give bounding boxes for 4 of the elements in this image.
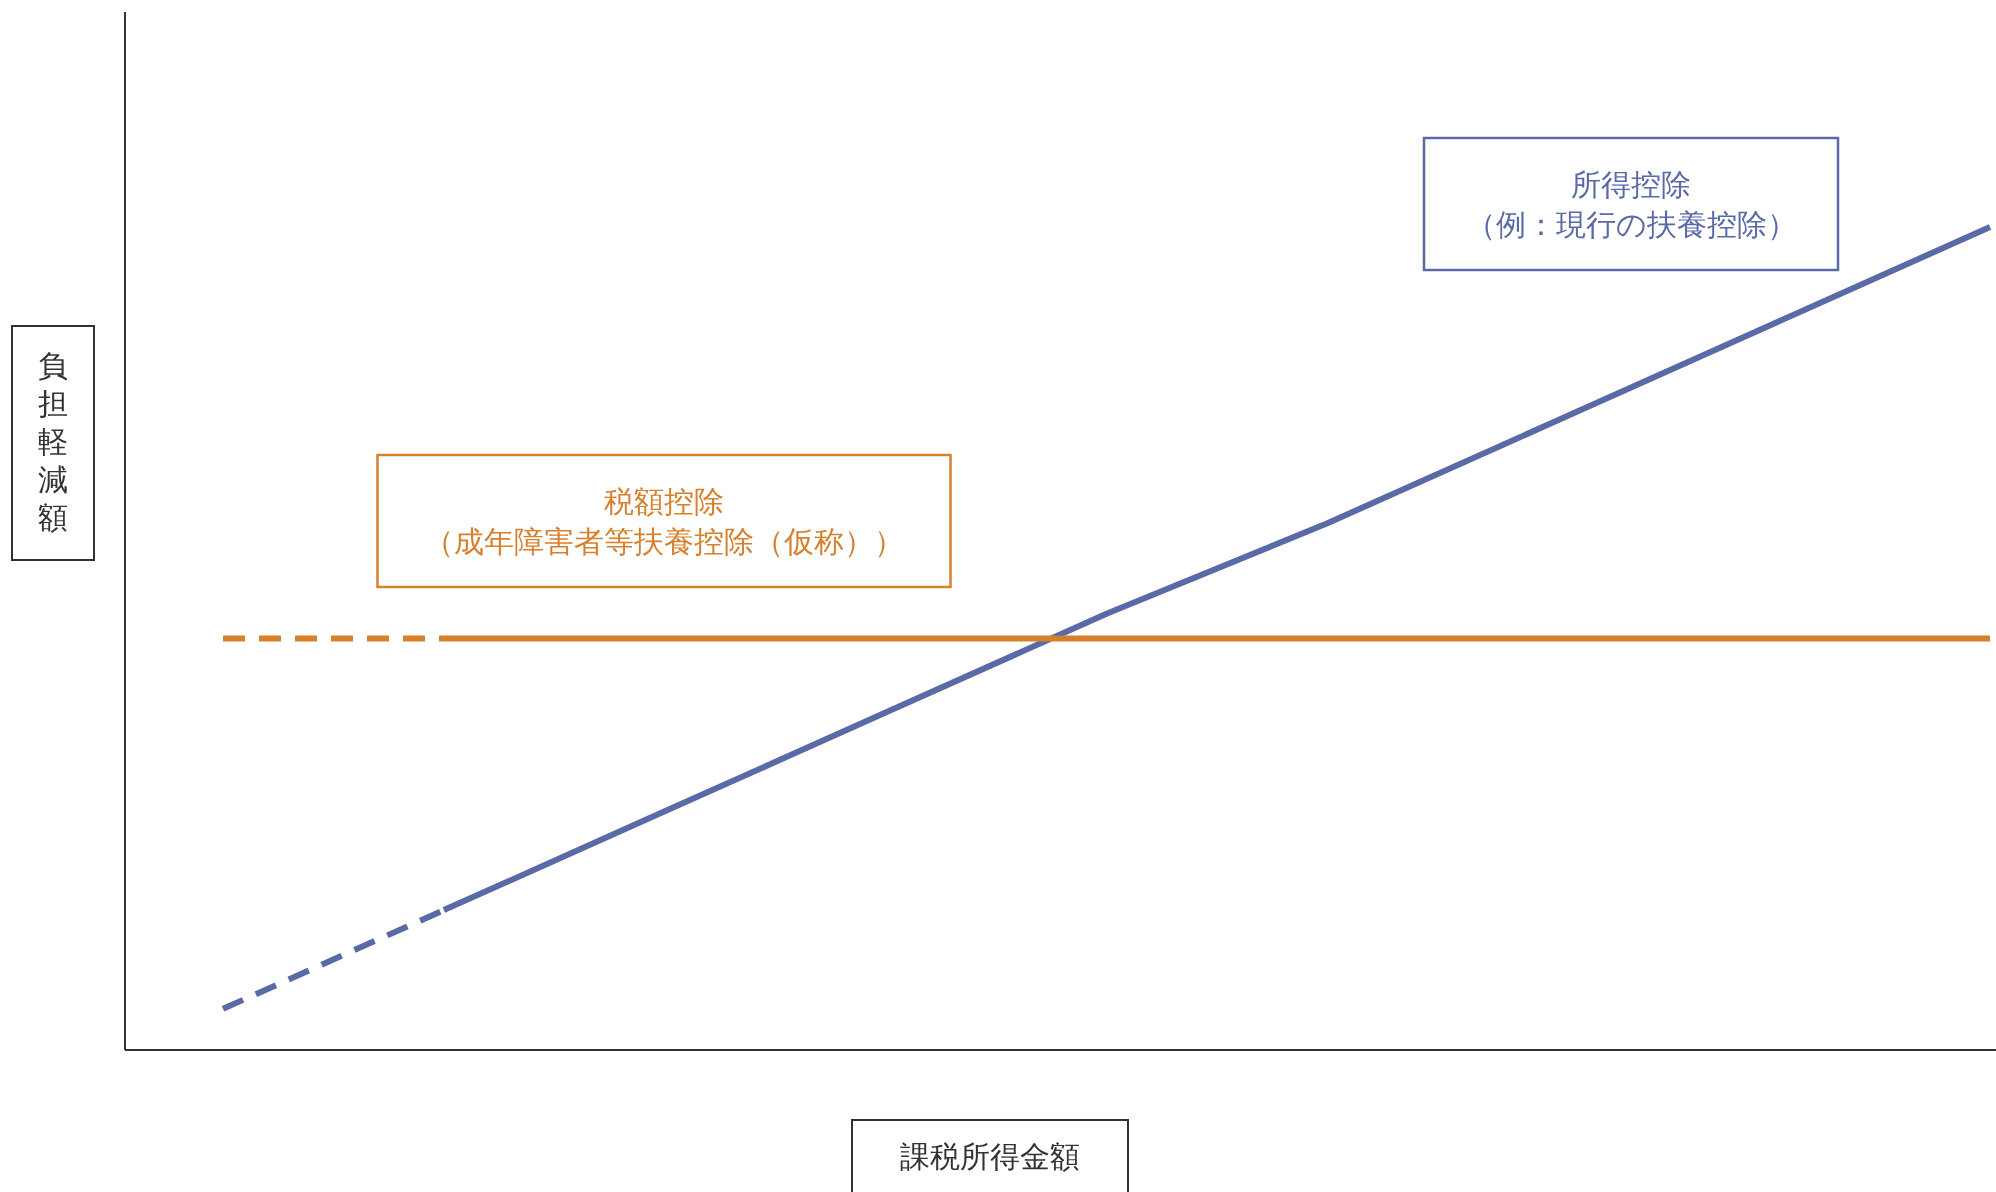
text: 税額控除（成年障害者等扶養控除（仮称）） bbox=[424, 484, 904, 559]
y-axis-title: 負担軽減額 bbox=[38, 348, 68, 535]
x-axis-title: 課税所得金額 bbox=[900, 1139, 1080, 1174]
text: 所得控除（例：現行の扶養控除） bbox=[1465, 167, 1797, 242]
